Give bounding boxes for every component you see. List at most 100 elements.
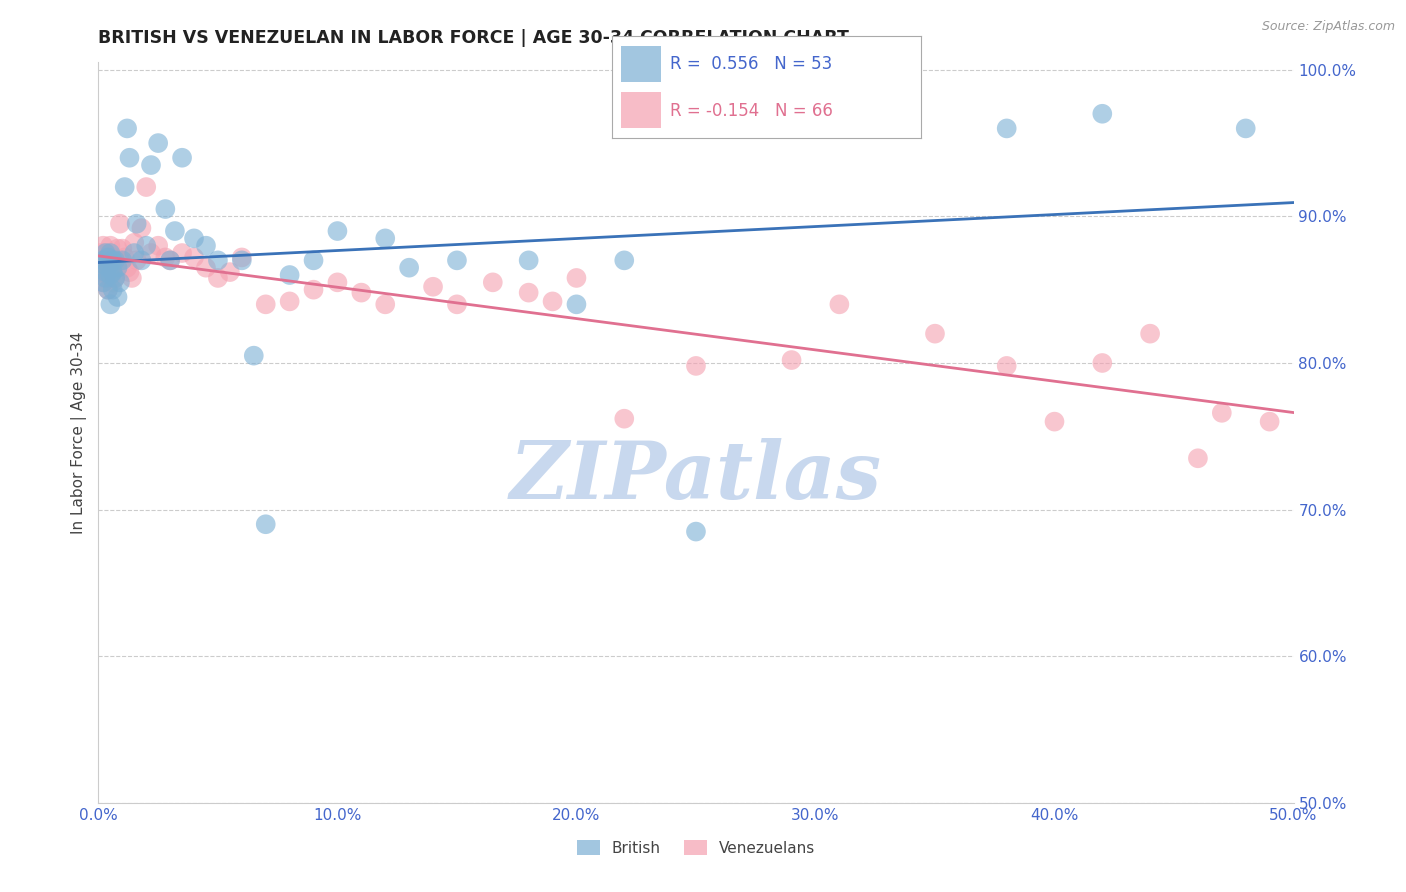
Point xyxy=(91,276,114,290)
Point xyxy=(155,202,177,216)
Point xyxy=(108,276,131,290)
Point xyxy=(91,253,114,268)
Point xyxy=(107,260,129,275)
Point xyxy=(115,121,138,136)
Point xyxy=(104,253,127,268)
Point xyxy=(183,231,205,245)
Point xyxy=(97,251,120,265)
Point xyxy=(91,253,114,268)
Point xyxy=(1211,406,1233,420)
Point xyxy=(924,326,946,341)
Point xyxy=(207,253,229,268)
Point xyxy=(995,121,1018,136)
Point xyxy=(302,283,325,297)
Point xyxy=(94,260,117,275)
Point xyxy=(94,246,117,260)
Point xyxy=(98,271,122,285)
Bar xyxy=(621,92,661,128)
Point xyxy=(139,158,162,172)
Point xyxy=(107,260,129,275)
Point xyxy=(104,253,127,268)
Point xyxy=(107,242,129,256)
Point xyxy=(118,151,141,165)
Point xyxy=(195,260,218,275)
Point xyxy=(101,265,124,279)
Text: Source: ZipAtlas.com: Source: ZipAtlas.com xyxy=(1261,20,1395,33)
Point xyxy=(565,297,588,311)
Legend: British, Venezuelans: British, Venezuelans xyxy=(571,834,821,862)
Point xyxy=(374,231,396,245)
Point xyxy=(231,253,253,268)
Point xyxy=(94,246,117,260)
Point xyxy=(685,524,707,539)
Point xyxy=(108,253,131,268)
Point xyxy=(828,297,851,311)
Point xyxy=(135,238,157,252)
Point xyxy=(1234,121,1257,136)
Point xyxy=(97,253,120,268)
Point xyxy=(125,217,148,231)
Point xyxy=(97,265,120,279)
Text: R =  0.556   N = 53: R = 0.556 N = 53 xyxy=(671,55,832,73)
Point xyxy=(398,260,420,275)
Point xyxy=(159,253,181,268)
Point xyxy=(101,260,124,275)
Point xyxy=(98,246,122,260)
Point xyxy=(98,268,122,282)
Point xyxy=(172,246,194,260)
Point xyxy=(94,271,117,285)
Point xyxy=(183,251,205,265)
Point xyxy=(278,268,301,282)
Text: ZIPatlas: ZIPatlas xyxy=(510,438,882,516)
Point xyxy=(243,349,266,363)
Point xyxy=(94,271,117,285)
Point xyxy=(613,253,636,268)
Point xyxy=(121,271,143,285)
Point xyxy=(350,285,373,300)
Point xyxy=(780,353,803,368)
Point xyxy=(278,294,301,309)
Point xyxy=(131,221,153,235)
Point xyxy=(326,276,349,290)
Point xyxy=(131,253,153,268)
Point xyxy=(541,294,564,309)
Point xyxy=(94,265,117,279)
Point xyxy=(1187,451,1209,466)
Text: R = -0.154   N = 66: R = -0.154 N = 66 xyxy=(671,102,834,120)
Point xyxy=(107,290,129,304)
Point xyxy=(111,253,134,268)
Point xyxy=(1091,356,1114,370)
Point xyxy=(108,217,131,231)
Point xyxy=(565,271,588,285)
Point xyxy=(207,271,229,285)
Point xyxy=(163,224,186,238)
Point xyxy=(155,251,177,265)
Point xyxy=(374,297,396,311)
Point xyxy=(1043,415,1066,429)
Point xyxy=(90,246,112,260)
Point xyxy=(148,136,170,150)
Point xyxy=(111,242,134,256)
Point xyxy=(995,359,1018,373)
Point xyxy=(219,265,242,279)
Point xyxy=(115,260,138,275)
Point xyxy=(517,253,540,268)
Point xyxy=(101,276,124,290)
Point xyxy=(98,297,122,311)
Point xyxy=(1091,107,1114,121)
Point xyxy=(135,180,157,194)
Point xyxy=(302,253,325,268)
Point xyxy=(97,260,120,275)
Point xyxy=(1258,415,1281,429)
Point xyxy=(685,359,707,373)
Point xyxy=(98,256,122,270)
Point xyxy=(1139,326,1161,341)
Point xyxy=(124,246,146,260)
Bar xyxy=(621,45,661,82)
Point xyxy=(613,411,636,425)
Y-axis label: In Labor Force | Age 30-34: In Labor Force | Age 30-34 xyxy=(72,331,87,534)
Point xyxy=(104,271,127,285)
Point xyxy=(195,238,218,252)
Point xyxy=(101,251,124,265)
Point xyxy=(97,283,120,297)
